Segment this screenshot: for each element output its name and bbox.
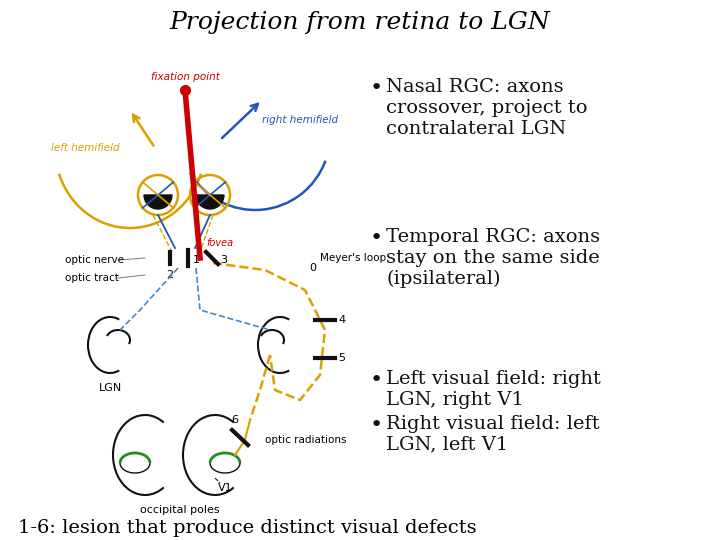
Text: •: • [370, 78, 383, 98]
Text: LGN: LGN [99, 383, 122, 393]
Text: 1: 1 [193, 255, 200, 265]
Text: Meyer's loop: Meyer's loop [320, 253, 386, 263]
Text: Projection from retina to LGN: Projection from retina to LGN [170, 10, 550, 33]
Text: Right visual field: left
LGN, left V1: Right visual field: left LGN, left V1 [386, 415, 600, 454]
Text: right hemifield: right hemifield [262, 115, 338, 125]
Text: 6: 6 [232, 415, 238, 425]
Text: fovea: fovea [206, 238, 233, 248]
Text: optic nerve: optic nerve [65, 255, 124, 265]
Text: 2: 2 [166, 270, 174, 280]
Text: 0: 0 [310, 263, 317, 273]
Text: •: • [370, 370, 383, 390]
Wedge shape [144, 195, 172, 209]
Text: 4: 4 [338, 315, 345, 325]
Text: 1-6: lesion that produce distinct visual defects: 1-6: lesion that produce distinct visual… [18, 519, 477, 537]
Text: •: • [370, 228, 383, 248]
Text: •: • [370, 415, 383, 435]
Text: Nasal RGC: axons
crossover, project to
contralateral LGN: Nasal RGC: axons crossover, project to c… [386, 78, 588, 138]
Text: optic tract: optic tract [65, 273, 119, 283]
Wedge shape [196, 195, 224, 209]
Text: 5: 5 [338, 353, 345, 363]
Text: fixation point: fixation point [150, 72, 220, 82]
Text: left hemifield: left hemifield [50, 143, 120, 153]
Text: Temporal RGC: axons
stay on the same side
(ipsilateral): Temporal RGC: axons stay on the same sid… [386, 228, 600, 288]
Text: occipital poles: occipital poles [140, 505, 220, 515]
Text: Left visual field: right
LGN, right V1: Left visual field: right LGN, right V1 [386, 370, 601, 409]
Text: optic radiations: optic radiations [265, 435, 346, 445]
Text: 3: 3 [220, 255, 227, 265]
Text: V1: V1 [217, 483, 233, 493]
